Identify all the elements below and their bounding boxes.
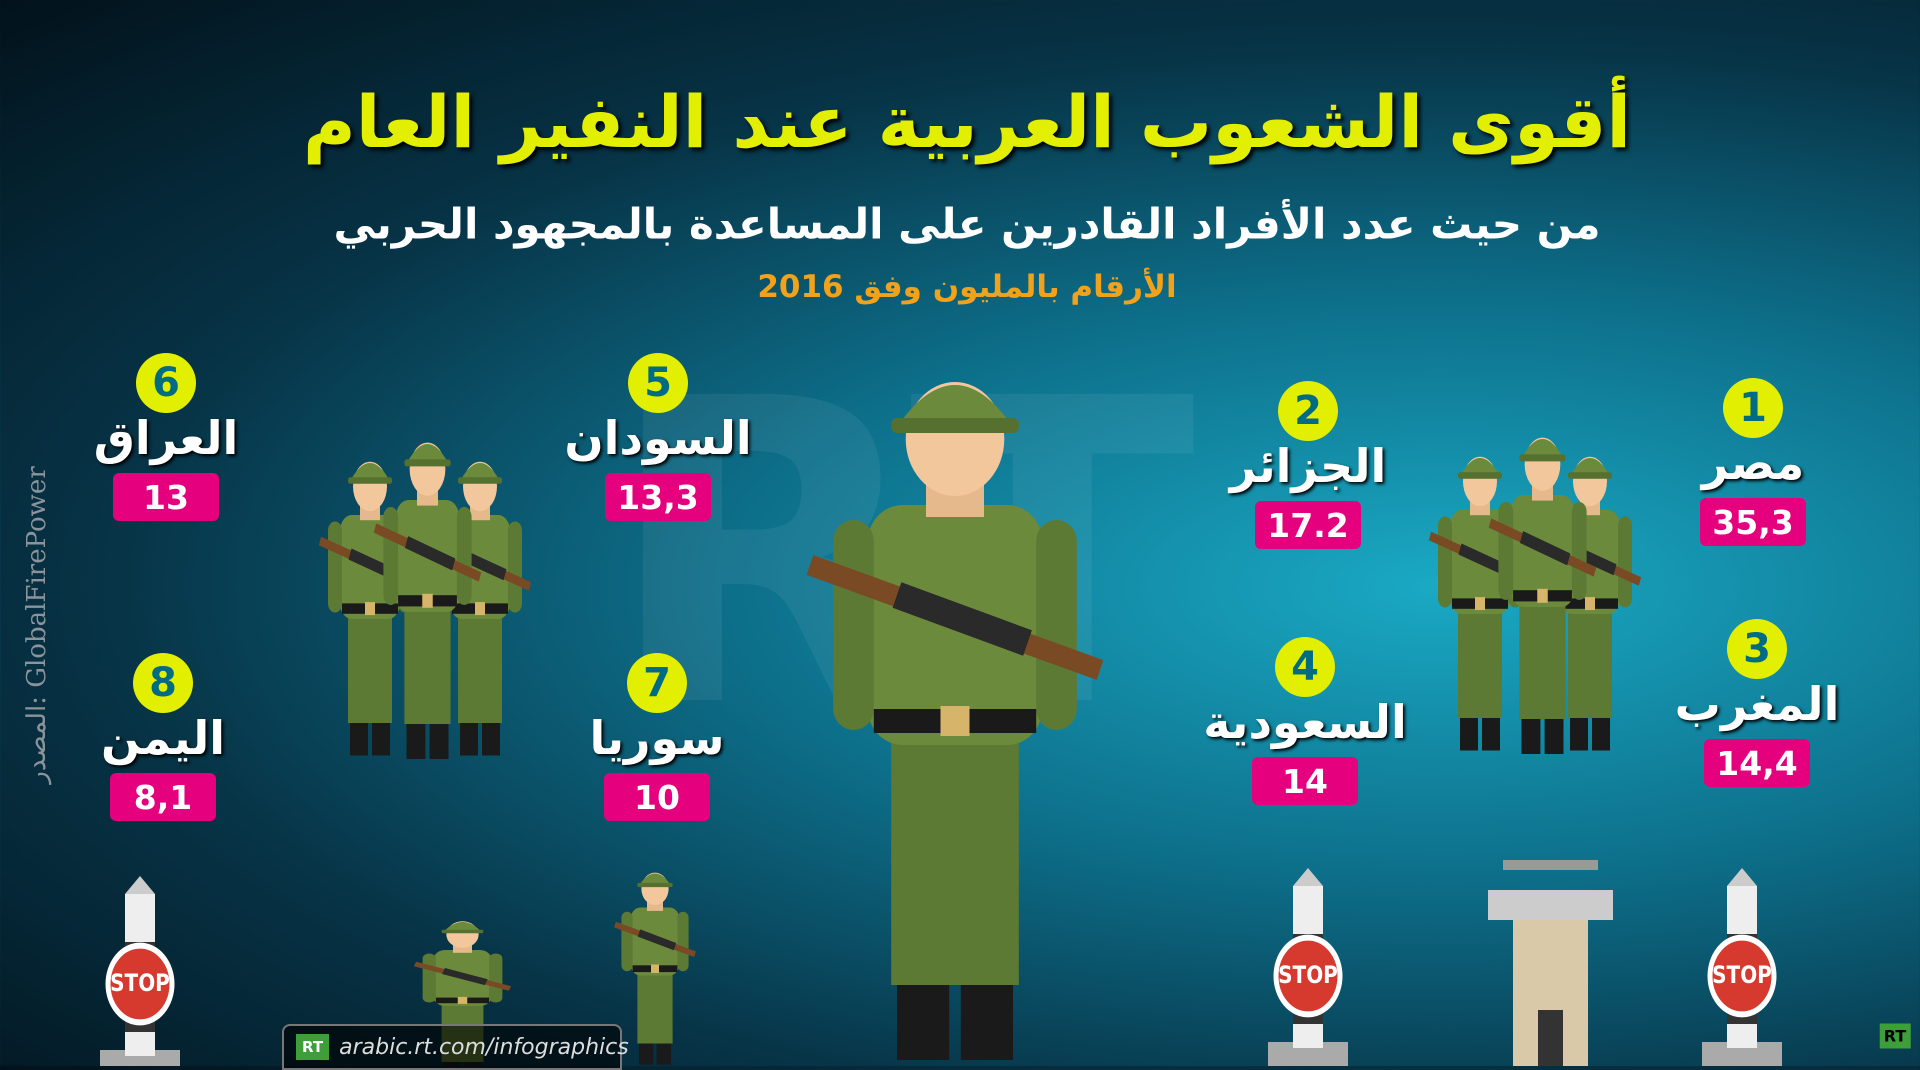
- stop-text: STOP: [1278, 961, 1338, 989]
- value-box: 10: [604, 773, 710, 821]
- source: المصدر: GlobalFirePower: [22, 466, 52, 784]
- value-box: 13: [113, 473, 219, 521]
- rank-badge: 2: [1278, 381, 1338, 441]
- watch-tower: [1488, 860, 1613, 1066]
- footer-logo: RT: [296, 1034, 330, 1060]
- stop-text: STOP: [110, 969, 170, 997]
- country-name: العراق: [93, 411, 239, 465]
- value-box: 35,3: [1700, 498, 1806, 546]
- country-name: مصر: [1701, 436, 1805, 490]
- country-name: السعودية: [1203, 695, 1407, 749]
- stop-text: STOP: [1712, 961, 1772, 989]
- rank-badge: 4: [1275, 637, 1335, 697]
- country-name: المغرب: [1674, 677, 1840, 731]
- value-box: 14,4: [1704, 739, 1810, 787]
- value-box: 8,1: [110, 773, 216, 821]
- country-name: اليمن: [100, 711, 226, 765]
- rank-badge: 6: [136, 353, 196, 413]
- value-box: 14: [1252, 757, 1358, 805]
- corner-logo: RT: [1879, 1023, 1911, 1049]
- country-name: الجزائر: [1229, 439, 1387, 493]
- rank-badge: 3: [1727, 619, 1787, 679]
- stop-sign: STOP: [1268, 868, 1348, 1066]
- note: الأرقام بالمليون وفق 2016: [757, 269, 1177, 305]
- country-name: السودان: [564, 411, 752, 465]
- value-box: 13,3: [605, 473, 711, 521]
- rank-badge: 8: [133, 653, 193, 713]
- footer: RT arabic.rt.com/infographics: [282, 1024, 629, 1070]
- stop-sign: STOP: [100, 876, 180, 1066]
- title: أقوى الشعوب العربية عند النفير العام: [302, 80, 1632, 164]
- stop-sign: STOP: [1702, 868, 1782, 1066]
- subtitle: من حيث عدد الأفراد القادرين على المساعدة…: [333, 199, 1601, 249]
- rank-badge: 1: [1723, 378, 1783, 438]
- rank-badge: 7: [627, 653, 687, 713]
- country-name: سوريا: [589, 711, 725, 765]
- value-box: 17.2: [1255, 501, 1361, 549]
- footer-url: arabic.rt.com/infographics: [339, 1034, 629, 1060]
- rank-badge: 5: [628, 353, 688, 413]
